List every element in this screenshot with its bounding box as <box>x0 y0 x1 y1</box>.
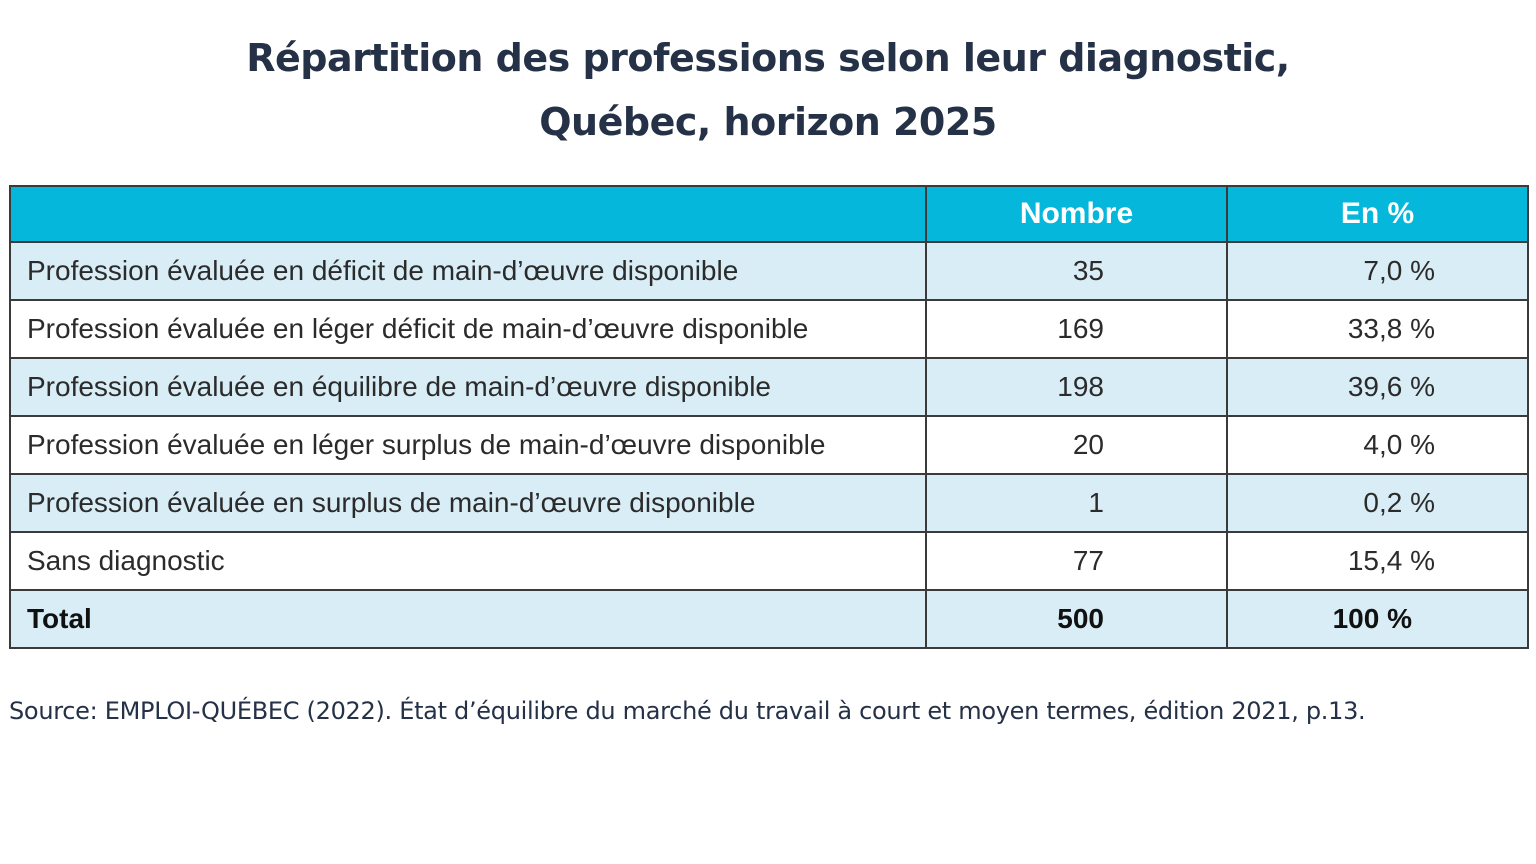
row-label: Sans diagnostic <box>9 531 927 591</box>
row-nombre: 77 <box>925 531 1228 591</box>
total-pourcentage: 100 % <box>1226 589 1529 649</box>
table-row: Profession évaluée en équilibre de main-… <box>9 357 1529 417</box>
row-pourcentage: 7,0 % <box>1226 241 1529 301</box>
title-line-1: Répartition des professions selon leur d… <box>246 36 1290 80</box>
row-nombre: 20 <box>925 415 1228 475</box>
row-pourcentage: 39,6 % <box>1226 357 1529 417</box>
total-label: Total <box>9 589 927 649</box>
header-pourcentage: En % <box>1226 185 1529 243</box>
row-label: Profession évaluée en surplus de main-d’… <box>9 473 927 533</box>
row-nombre: 1 <box>925 473 1228 533</box>
row-label: Profession évaluée en léger surplus de m… <box>9 415 927 475</box>
row-pourcentage: 4,0 % <box>1226 415 1529 475</box>
title-line-2: Québec, horizon 2025 <box>539 100 997 144</box>
row-label: Profession évaluée en léger déficit de m… <box>9 299 927 359</box>
header-nombre: Nombre <box>925 185 1228 243</box>
row-nombre: 169 <box>925 299 1228 359</box>
table-row: Profession évaluée en déficit de main-d’… <box>9 241 1529 301</box>
table-row: Profession évaluée en léger déficit de m… <box>9 299 1529 359</box>
row-nombre: 35 <box>925 241 1228 301</box>
diagnostic-table: Nombre En % Profession évaluée en défici… <box>9 185 1529 649</box>
table-row: Profession évaluée en léger surplus de m… <box>9 415 1529 475</box>
row-pourcentage: 15,4 % <box>1226 531 1529 591</box>
table-row: Sans diagnostic 77 15,4 % <box>9 531 1529 591</box>
row-label: Profession évaluée en équilibre de main-… <box>9 357 927 417</box>
row-pourcentage: 0,2 % <box>1226 473 1529 533</box>
header-label-column <box>9 185 927 243</box>
source-note: Source: EMPLOI-QUÉBEC (2022). État d’équ… <box>9 697 1366 725</box>
table-row: Profession évaluée en surplus de main-d’… <box>9 473 1529 533</box>
row-pourcentage: 33,8 % <box>1226 299 1529 359</box>
row-label: Profession évaluée en déficit de main-d’… <box>9 241 927 301</box>
table-total-row: Total 500 100 % <box>9 589 1529 649</box>
page-title: Répartition des professions selon leur d… <box>0 26 1536 154</box>
total-nombre: 500 <box>925 589 1228 649</box>
table-header-row: Nombre En % <box>9 185 1529 243</box>
row-nombre: 198 <box>925 357 1228 417</box>
